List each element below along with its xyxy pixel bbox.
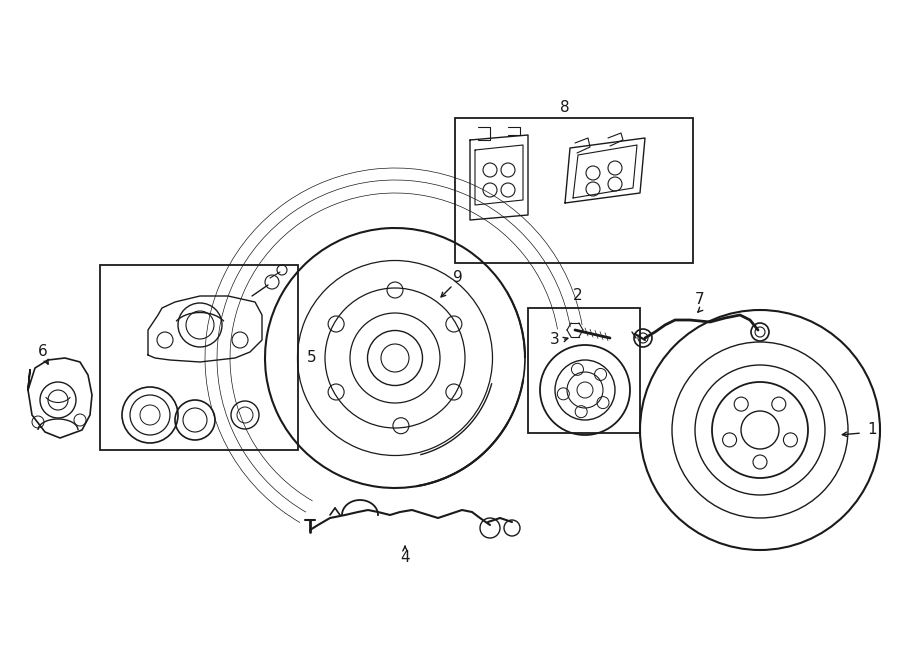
Text: 8: 8	[560, 100, 570, 116]
Bar	[100, 265, 298, 450]
Text: 6: 6	[38, 344, 48, 360]
Text: 9: 9	[453, 270, 463, 284]
Text: 4: 4	[400, 551, 410, 566]
Text: 2: 2	[573, 288, 583, 303]
Text: 5: 5	[307, 350, 317, 366]
Bar	[455, 118, 693, 263]
Text: 3: 3	[550, 332, 560, 348]
Text: 1: 1	[868, 422, 877, 438]
Text: 7: 7	[695, 293, 705, 307]
Bar	[528, 308, 640, 433]
